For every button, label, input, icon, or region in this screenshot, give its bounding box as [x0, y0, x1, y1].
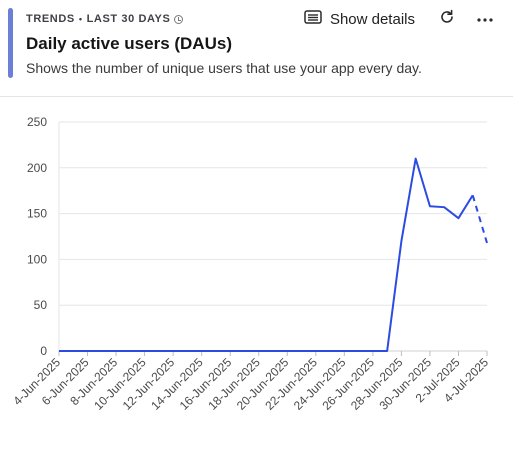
y-tick-label: 50 — [34, 298, 48, 312]
data-point — [427, 203, 433, 209]
refresh-icon — [439, 9, 455, 30]
data-point — [455, 215, 461, 221]
dau-line-chart[interactable]: 0501001502002504-Jun-20256-Jun-20258-Jun… — [0, 96, 513, 448]
trends-label: TRENDS — [26, 13, 75, 25]
data-point — [470, 192, 476, 198]
data-point — [398, 238, 404, 244]
insight-title: Daily active users (DAUs) — [26, 34, 232, 53]
series-line-incomplete — [471, 194, 488, 244]
meta-bullet: • — [78, 14, 83, 24]
data-point — [85, 348, 91, 354]
data-point — [299, 348, 305, 354]
accent-bar — [8, 8, 13, 78]
y-tick-label: 0 — [40, 344, 47, 358]
chart-area: 0 50 100 150 200 250 4-Jun-2025 6-Jun-2025 8-Jun… — [0, 96, 513, 448]
data-point — [441, 204, 447, 210]
y-tick-label: 250 — [27, 115, 47, 129]
data-point — [270, 348, 276, 354]
data-point — [170, 348, 176, 354]
insight-toolbar: Show details — [300, 7, 497, 31]
data-point — [113, 348, 119, 354]
data-point — [56, 348, 62, 354]
refresh-button[interactable] — [435, 7, 459, 31]
table-icon — [304, 9, 322, 29]
data-point — [184, 348, 190, 354]
data-point — [284, 348, 290, 354]
data-point — [313, 348, 319, 354]
data-point — [156, 348, 162, 354]
data-point — [241, 348, 247, 354]
data-point — [327, 348, 333, 354]
data-point — [484, 240, 490, 246]
data-point — [142, 348, 148, 354]
data-point — [341, 348, 347, 354]
data-point — [199, 348, 205, 354]
y-tick-label: 100 — [27, 252, 47, 266]
data-point — [227, 348, 233, 354]
show-details-button[interactable]: Show details — [300, 9, 419, 29]
y-tick-label: 200 — [27, 161, 47, 175]
more-button[interactable] — [473, 7, 497, 31]
clock-icon[interactable] — [174, 14, 184, 24]
data-point — [356, 348, 362, 354]
insight-meta: TRENDS • LAST 30 DAYS — [26, 12, 184, 26]
series-line — [59, 157, 474, 352]
insight-subtitle: Shows the number of unique users that us… — [26, 60, 422, 76]
period-label: LAST 30 DAYS — [86, 13, 171, 25]
data-point — [70, 348, 76, 354]
data-point — [384, 348, 390, 354]
y-tick-label: 150 — [27, 207, 47, 221]
data-point — [370, 348, 376, 354]
card-header: TRENDS • LAST 30 DAYS Daily active users… — [0, 0, 513, 97]
more-icon — [476, 10, 494, 28]
data-point — [413, 156, 419, 162]
data-point — [213, 348, 219, 354]
show-details-label: Show details — [329, 10, 415, 28]
data-point — [127, 348, 133, 354]
data-point — [256, 348, 262, 354]
data-point — [99, 348, 105, 354]
